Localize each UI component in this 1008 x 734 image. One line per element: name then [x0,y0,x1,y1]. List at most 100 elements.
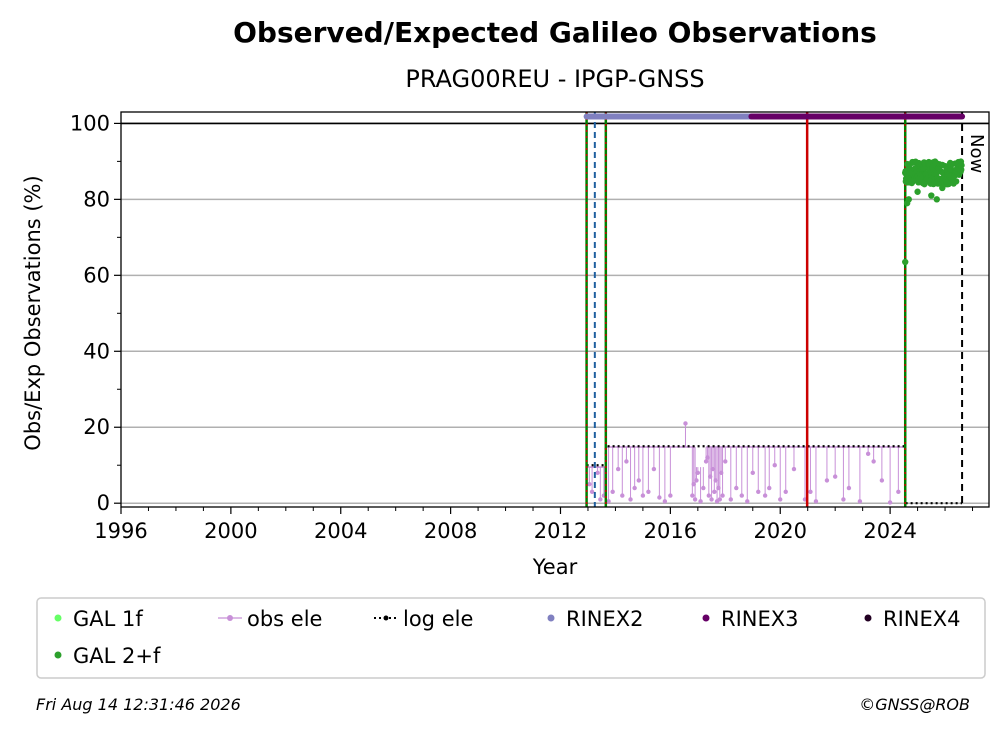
gal-2f-point [952,178,960,185]
gal-2f-point [905,196,912,203]
legend-label: GAL 2+f [73,644,161,668]
gal-2f-point [902,258,909,266]
y-tick-label: 100 [70,111,110,135]
gal-2f-point [944,180,951,188]
gal-2f-point [914,188,921,195]
obs-ele-point [620,493,625,498]
obs-ele-point [606,499,611,504]
obs-ele-point [587,482,592,487]
obs-ele-point [683,421,688,426]
legend: GAL 1f obs ele log ele RINEX2 RINEX3 RINEX4 GA… [36,597,986,679]
legend-marker [54,614,62,622]
obs-ele-point [692,497,698,502]
obs-ele-point [846,485,852,491]
y-tick-label: 0 [97,491,110,515]
obs-ele-point [728,497,733,502]
obs-ele-point [778,497,783,502]
obs-ele-point [865,451,871,457]
obs-ele-point [598,497,603,502]
y-tick-label: 40 [83,339,110,363]
obs-ele-point [824,478,830,483]
obs-ele-point [717,497,723,502]
y-tick-label: 20 [83,415,110,439]
obs-ele-point [703,459,709,464]
plot-frame [120,111,990,508]
obs-ele-point [694,478,699,483]
obs-ele-point [657,495,662,500]
obs-ele-point [690,493,695,498]
obs-ele-point [871,459,876,464]
gal-2f-point [958,162,965,169]
obs-ele-point [632,485,637,491]
obs-ele-point [767,485,772,491]
gal-2f-point [928,192,935,199]
legend-label: RINEX2 [566,607,644,631]
x-tick-label: 2024 [863,519,916,543]
obs-ele-point [706,493,712,498]
gal-2f-point [933,196,941,203]
x-tick-label: 2016 [644,519,697,543]
obs-ele-point [615,466,621,472]
obs-ele-point [698,499,703,504]
obs-ele-point [813,499,819,504]
gal-2f-point [939,184,946,192]
chart-title: Observed/Expected Galileo Observations [233,16,877,49]
legend-marker [864,614,872,622]
obs-ele-point [887,500,893,505]
legend-label: RINEX4 [883,607,961,631]
x-tick-label: 2000 [204,519,257,543]
obs-ele-point [896,489,901,495]
chart-subtitle: PRAG00REU - IPGP-GNSS [405,65,704,93]
now-label: Now [966,134,987,173]
legend-marker [383,615,389,621]
plot-background [121,112,989,507]
obs-ele-point [857,499,863,504]
obs-ele-point [668,493,673,498]
x-tick-label: 2012 [534,519,587,543]
legend-marker [547,614,555,622]
obs-ele-point [808,489,813,495]
obs-ele-point [640,493,646,498]
x-tick-label: 2004 [314,519,367,543]
obs-ele-point [841,497,846,502]
legend-label: obs ele [247,607,322,631]
obs-ele-point [783,489,788,495]
y-axis-label: Obs/Exp Observations (%) [21,175,45,450]
x-axis-label: Year [532,555,578,579]
legend-label: GAL 1f [73,607,143,631]
legend-marker [227,615,233,621]
obs-ele-point [879,478,885,483]
legend-marker [54,651,62,659]
y-tick-label: 80 [83,187,110,211]
legend-marker [702,614,710,622]
obs-ele-point [712,489,717,495]
gal-2f-point [921,180,928,188]
obs-ele-point [636,478,641,483]
obs-ele-point [646,489,651,495]
obs-ele-point [756,489,761,495]
obs-ele-point [628,497,633,502]
obs-ele-point [695,470,701,476]
obs-ele-point [739,493,744,498]
legend-label: log ele [403,607,473,631]
obs-ele-point [762,493,768,498]
obs-ele-point [745,499,750,504]
obs-ele-point [791,466,797,472]
obs-ele-point [723,459,728,464]
obs-ele-point [772,463,777,468]
footer-timestamp: Fri Aug 14 12:31:46 2026 [36,695,241,714]
obs-ele-point [720,493,725,498]
obs-ele-point [651,466,657,472]
obs-ele-point [832,474,838,479]
obs-ele-point [610,489,615,495]
footer-credit: ©GNSS@ROB [859,695,970,714]
x-tick-label: 2020 [754,519,807,543]
obs-ele-point [624,459,629,464]
x-tick-label: 2008 [424,519,477,543]
obs-ele-point [662,499,668,504]
obs-ele-point [709,497,714,502]
obs-ele-point [701,485,706,491]
y-tick-label: 60 [83,263,110,287]
legend-box [36,597,986,679]
